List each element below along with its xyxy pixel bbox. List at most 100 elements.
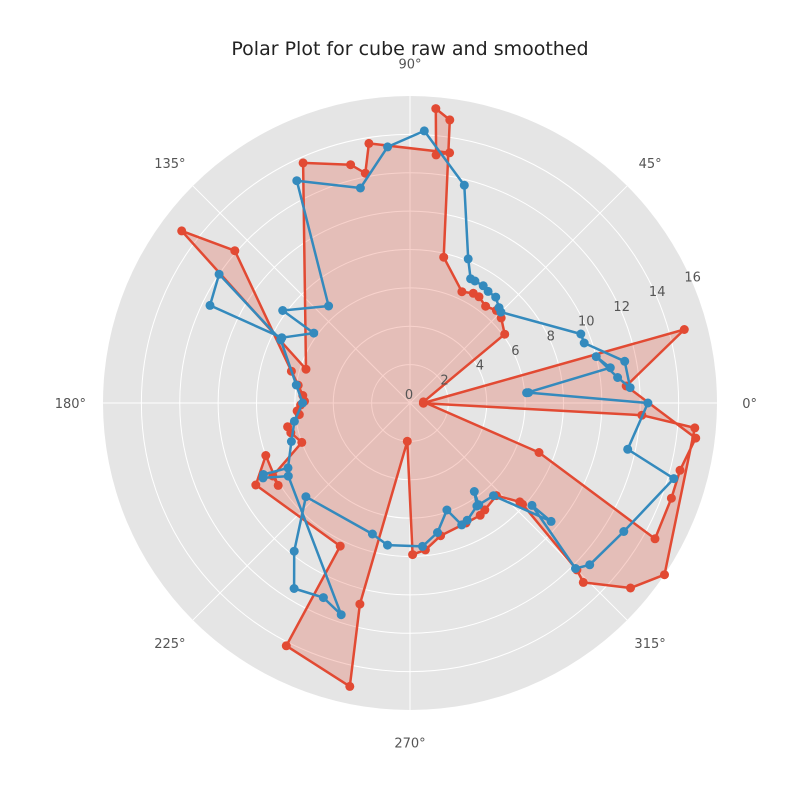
data-point-smoothed <box>205 300 215 310</box>
data-point-smoothed <box>383 540 392 550</box>
data-point-smoothed <box>605 363 615 373</box>
theta-tick-label: 315° <box>634 637 665 652</box>
data-point-raw <box>230 246 240 256</box>
data-point-raw <box>691 433 701 443</box>
data-point-smoothed <box>258 473 268 483</box>
data-point-raw <box>301 364 311 374</box>
theta-gridline <box>192 185 411 404</box>
theta-tick-label: 0° <box>742 397 757 412</box>
theta-tick-label: 225° <box>154 637 185 652</box>
data-point-smoothed <box>591 352 601 362</box>
data-point-smoothed <box>623 444 633 454</box>
data-point-smoothed <box>291 380 301 390</box>
r-tick-label: 10 <box>578 315 595 330</box>
data-point-smoothed <box>367 529 377 539</box>
data-point-raw <box>480 505 490 515</box>
data-point-smoothed <box>579 338 589 348</box>
data-point-smoothed <box>301 492 311 502</box>
data-point-raw <box>445 148 455 158</box>
data-point-smoothed <box>585 560 595 570</box>
data-point-smoothed <box>643 398 653 408</box>
series-layer <box>177 104 701 691</box>
data-point-raw <box>177 226 187 236</box>
data-point-smoothed <box>336 610 346 620</box>
r-tick-label: 0 <box>405 388 413 403</box>
data-point-raw <box>418 398 428 408</box>
data-point-smoothed <box>289 546 299 556</box>
data-point-raw <box>534 448 544 457</box>
data-point-smoothed <box>286 437 296 446</box>
theta-tick-label: 45° <box>639 157 662 172</box>
data-point-smoothed <box>494 303 504 313</box>
data-point-smoothed <box>527 500 537 510</box>
data-point-smoothed <box>292 176 302 186</box>
data-point-raw <box>251 480 261 490</box>
data-point-raw <box>345 681 355 691</box>
data-point-smoothed <box>355 183 365 193</box>
theta-tick-label: 135° <box>154 157 185 172</box>
data-point-smoothed <box>459 180 469 190</box>
data-point-raw <box>679 325 689 334</box>
data-point-raw <box>690 423 700 433</box>
data-point-smoothed <box>309 328 319 338</box>
theta-tick-label: 90° <box>398 57 421 72</box>
data-point-smoothed <box>619 527 629 536</box>
data-point-raw <box>346 160 356 170</box>
data-point-smoothed <box>463 254 473 264</box>
data-point-smoothed <box>576 329 586 339</box>
data-point-smoothed <box>324 301 334 311</box>
data-point-smoothed <box>466 274 476 284</box>
data-point-raw <box>431 104 441 114</box>
data-point-raw <box>364 138 374 148</box>
theta-tick-label: 180° <box>55 397 86 412</box>
data-point-raw <box>355 599 365 609</box>
r-tick-label: 6 <box>511 344 519 359</box>
data-point-smoothed <box>613 373 623 382</box>
data-point-raw <box>281 641 291 651</box>
data-point-smoothed <box>283 463 293 473</box>
data-point-smoothed <box>214 269 224 279</box>
data-point-smoothed <box>625 383 635 393</box>
data-point-smoothed <box>491 292 501 302</box>
data-point-smoothed <box>469 487 479 496</box>
r-tick-label: 12 <box>613 300 630 315</box>
data-point-smoothed <box>546 516 556 526</box>
data-point-raw <box>298 158 308 168</box>
data-point-smoothed <box>524 388 533 398</box>
theta-tick-label: 270° <box>394 737 425 752</box>
data-point-smoothed <box>419 126 429 136</box>
data-point-raw <box>335 541 345 551</box>
data-point-raw <box>660 570 669 580</box>
data-point-smoothed <box>383 142 393 152</box>
data-point-smoothed <box>318 593 328 603</box>
data-point-smoothed <box>289 584 299 593</box>
r-tick-label: 8 <box>547 329 555 344</box>
data-point-smoothed <box>478 281 488 291</box>
data-point-raw <box>457 287 467 297</box>
data-point-raw <box>431 150 441 160</box>
data-point-smoothed <box>289 416 299 426</box>
theta-gridline <box>409 185 628 404</box>
data-point-smoothed <box>474 500 484 510</box>
data-point-raw <box>297 437 307 447</box>
data-point-smoothed <box>298 398 308 408</box>
data-point-smoothed <box>620 356 630 366</box>
data-point-raw <box>500 329 510 339</box>
data-point-raw <box>481 301 491 311</box>
data-point-smoothed <box>462 515 472 525</box>
r-tick-label: 14 <box>649 285 666 300</box>
data-point-raw <box>439 252 449 262</box>
data-point-raw <box>468 288 478 298</box>
data-point-smoothed <box>669 474 679 484</box>
data-point-raw <box>273 480 283 490</box>
data-point-smoothed <box>283 471 293 481</box>
data-point-raw <box>578 577 588 587</box>
polar-grid <box>103 96 717 710</box>
data-point-raw <box>261 451 271 460</box>
data-point-smoothed <box>489 491 498 501</box>
series-fill-raw <box>181 108 696 687</box>
data-point-raw <box>626 583 635 593</box>
data-point-raw <box>650 534 660 544</box>
data-point-raw <box>402 436 412 446</box>
